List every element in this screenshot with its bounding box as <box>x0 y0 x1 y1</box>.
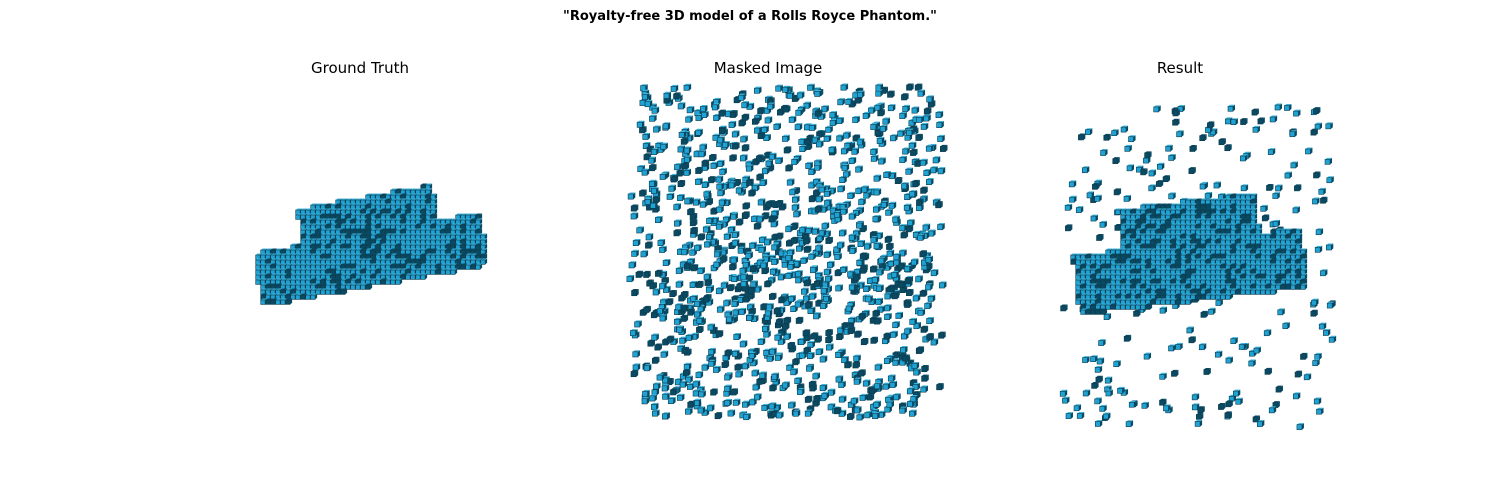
panel-result: Result <box>1000 0 1360 500</box>
panel-title-result: Result <box>1156 59 1204 77</box>
voxel-render-masked-image <box>626 83 948 421</box>
voxel-render-ground-truth <box>255 183 488 305</box>
figure-title: "Royalty-free 3D model of a Rolls Royce … <box>563 9 937 24</box>
panel-title-masked-image: Masked Image <box>713 59 823 77</box>
voxel-render-result <box>1059 103 1337 430</box>
panel-title-ground-truth: Ground Truth <box>311 59 409 77</box>
panel-ground-truth: Ground Truth <box>190 0 530 500</box>
panel-masked-image: Masked Image <box>580 0 956 500</box>
